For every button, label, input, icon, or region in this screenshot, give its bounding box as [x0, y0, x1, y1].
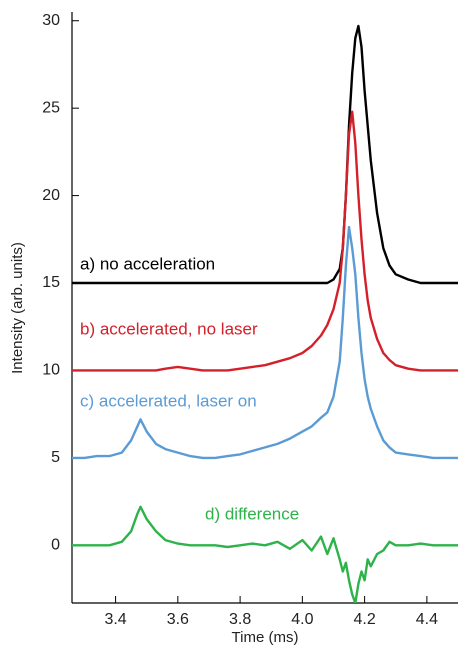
x-axis-label: Time (ms) — [232, 629, 299, 646]
series-line — [72, 110, 458, 372]
y-tick-label: 5 — [51, 449, 60, 466]
series-line — [72, 505, 458, 603]
series-label: b) accelerated, no laser — [80, 319, 258, 338]
y-tick-label: 10 — [42, 362, 60, 379]
x-tick-label: 4.2 — [353, 611, 375, 628]
series-label: d) difference — [205, 504, 299, 523]
y-tick-label: 15 — [42, 274, 60, 291]
x-tick-label: 3.6 — [167, 611, 189, 628]
series-line — [72, 225, 458, 460]
series-line — [72, 24, 458, 285]
y-tick-label: 0 — [51, 537, 60, 554]
y-tick-label: 20 — [42, 187, 60, 204]
x-tick-label: 3.8 — [229, 611, 251, 628]
x-tick-label: 4.4 — [416, 611, 438, 628]
series-label: c) accelerated, laser on — [80, 391, 257, 410]
x-tick-label: 3.4 — [104, 611, 126, 628]
series-label: a) no acceleration — [80, 254, 215, 273]
y-tick-label: 25 — [42, 99, 60, 116]
y-tick-label: 30 — [42, 12, 60, 29]
y-axis-label: Intensity (arb. units) — [9, 242, 26, 374]
x-tick-label: 4.0 — [291, 611, 313, 628]
